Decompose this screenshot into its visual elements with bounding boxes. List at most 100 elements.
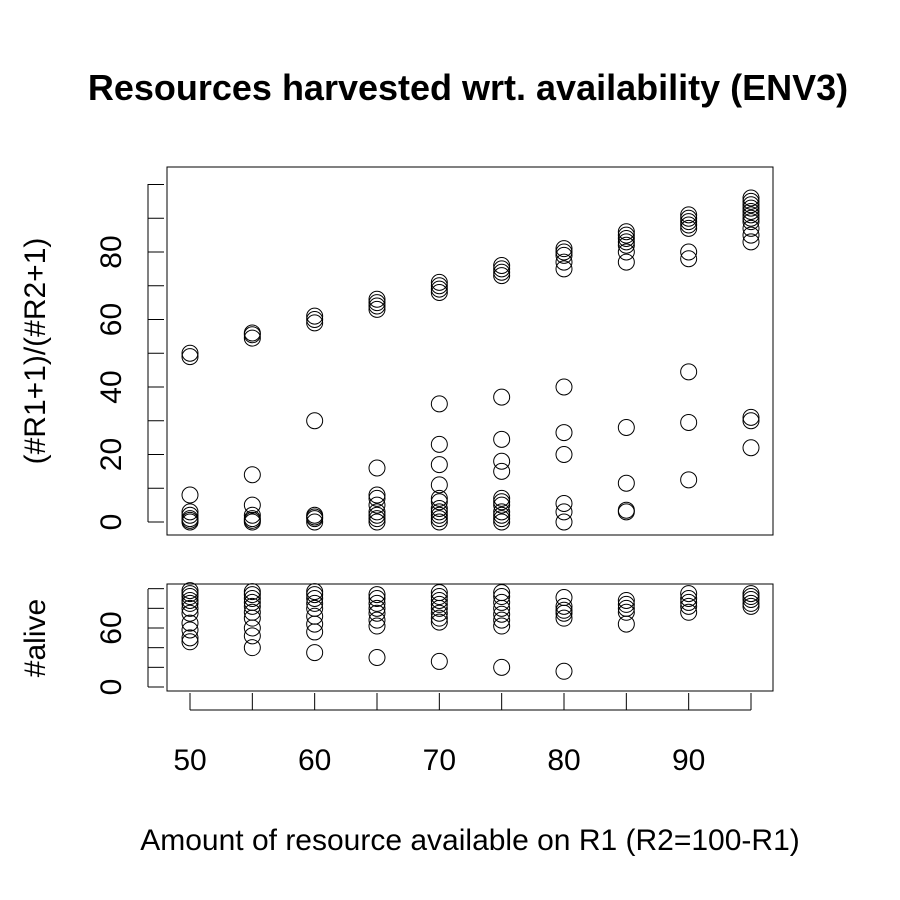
ratio-point [430, 510, 448, 528]
ratio-point [680, 363, 698, 381]
ratio-point [617, 253, 635, 271]
alive-point [243, 639, 261, 657]
ratio-point [493, 430, 511, 448]
alive-y-axis: 0 60 [95, 588, 164, 696]
alive-point [306, 586, 324, 604]
ratio-point [680, 250, 698, 268]
alive-point [430, 613, 448, 631]
x-tick-label: 60 [298, 744, 331, 777]
alive-point [368, 617, 386, 635]
ratio-point [742, 408, 760, 426]
alive-point [181, 594, 199, 612]
ratio-point [368, 297, 386, 315]
ratio-point [555, 494, 573, 512]
ratio-point [742, 439, 760, 457]
ratio-point [680, 206, 698, 224]
ratio-point [617, 501, 635, 519]
ratio-point [493, 257, 511, 274]
alive-point [742, 585, 760, 603]
alive-point [742, 597, 760, 615]
alive-point [430, 604, 448, 622]
ratio-point [368, 486, 386, 504]
ratio-point [243, 326, 261, 344]
alive-point [680, 593, 698, 611]
ratio-point [742, 196, 760, 214]
ratio-point [742, 199, 760, 217]
alive-point [430, 595, 448, 613]
ratio-point [181, 503, 199, 521]
ratio-point [680, 471, 698, 489]
ratio-point [617, 230, 635, 247]
alive-point [430, 652, 448, 670]
ratio-point [368, 489, 386, 507]
ratio-point [243, 324, 261, 342]
ratio-point [493, 263, 511, 281]
alive-point [243, 609, 261, 627]
ratio-point [181, 348, 199, 366]
alive-points [181, 582, 760, 680]
ratio-point [430, 277, 448, 295]
alive-point [181, 588, 199, 606]
ratio-point [680, 209, 698, 227]
ratio-point [493, 513, 511, 531]
ratio-y-tick-label: 80 [95, 235, 128, 268]
ratio-point [742, 213, 760, 231]
alive-point [430, 609, 448, 627]
alive-point [243, 590, 261, 607]
ratio-point [306, 510, 324, 528]
ratio-point [680, 413, 698, 431]
ratio-point [430, 489, 448, 507]
ratio-point [368, 503, 386, 521]
alive-point [430, 599, 448, 617]
ratio-y-axis-label: (#R1+1)/(#R2+1) [19, 238, 52, 465]
ratio-point [680, 243, 698, 261]
alive-point [243, 597, 261, 615]
alive-point [181, 591, 199, 609]
alive-y-tick-label: 60 [95, 611, 128, 644]
alive-point [555, 609, 573, 627]
ratio-point [306, 412, 324, 430]
ratio-point [742, 219, 760, 237]
ratio-point [430, 476, 448, 494]
ratio-point [493, 452, 511, 470]
ratio-point [493, 506, 511, 524]
alive-point [368, 599, 386, 617]
ratio-point [181, 486, 199, 504]
x-tick-label: 70 [423, 744, 456, 777]
x-tick-label: 90 [672, 744, 705, 777]
alive-point [493, 593, 511, 611]
alive-point [555, 589, 573, 607]
alive-point [181, 614, 199, 632]
ratio-point [181, 510, 199, 528]
alive-point [617, 591, 635, 609]
alive-point [742, 590, 760, 608]
ratio-point [555, 243, 573, 261]
x-axis-label: Amount of resource available on R1 (R2=1… [140, 824, 800, 857]
ratio-point [555, 424, 573, 442]
x-tick-label: 50 [173, 744, 206, 777]
ratio-y-tick-label: 40 [95, 370, 128, 403]
chart-title: Resources harvested wrt. availability (E… [88, 67, 848, 108]
ratio-point [368, 294, 386, 312]
alive-point [555, 662, 573, 680]
alive-y-axis-label: #alive [19, 599, 52, 677]
ratio-point [243, 513, 261, 531]
ratio-point [243, 506, 261, 524]
ratio-point [243, 329, 261, 347]
alive-y-tick-label: 0 [95, 679, 128, 696]
ratio-point [617, 226, 635, 244]
alive-point [368, 649, 386, 666]
alive-point [430, 588, 448, 606]
alive-point [306, 583, 324, 601]
alive-point [181, 633, 199, 651]
ratio-point [181, 513, 199, 531]
ratio-point [493, 462, 511, 480]
ratio-point [430, 513, 448, 531]
ratio-point [306, 506, 324, 524]
alive-point [306, 615, 324, 633]
ratio-point [680, 213, 698, 231]
ratio-point [493, 489, 511, 507]
ratio-point [555, 503, 573, 521]
ratio-point [680, 219, 698, 237]
